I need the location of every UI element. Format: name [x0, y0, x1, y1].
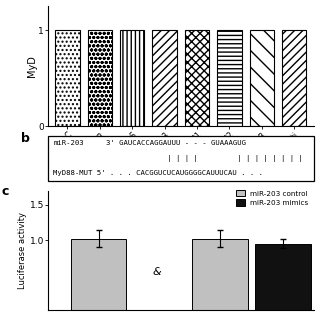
- Bar: [217, 30, 242, 126]
- Bar: [55, 30, 80, 126]
- Bar: [282, 30, 306, 126]
- Text: miR-203: miR-203: [53, 140, 84, 146]
- Bar: [192, 239, 248, 310]
- Y-axis label: Luciferase activity: Luciferase activity: [18, 212, 27, 289]
- Text: c: c: [2, 185, 9, 198]
- Text: | | | |         | | | | | | | |: | | | | | | | | | | | |: [107, 155, 303, 162]
- FancyBboxPatch shape: [48, 136, 314, 181]
- Bar: [250, 30, 274, 126]
- Text: &: &: [152, 267, 161, 276]
- Bar: [71, 239, 126, 310]
- Bar: [255, 244, 311, 310]
- Legend: miR-203 control, miR-203 mimics: miR-203 control, miR-203 mimics: [235, 188, 310, 207]
- Bar: [152, 30, 177, 126]
- Text: b: b: [21, 132, 30, 145]
- Text: MyD88-MUT 5' . . . CACGGUCUCAUGGGGCAUUUCAU . . .: MyD88-MUT 5' . . . CACGGUCUCAUGGGGCAUUUC…: [53, 170, 263, 176]
- Bar: [88, 30, 112, 126]
- Text: 3' GAUCACCAGGAUUU - - - GUAAAGUG: 3' GAUCACCAGGAUUU - - - GUAAAGUG: [107, 140, 246, 146]
- Y-axis label: MyD: MyD: [27, 55, 37, 77]
- Bar: [120, 30, 144, 126]
- Bar: [185, 30, 209, 126]
